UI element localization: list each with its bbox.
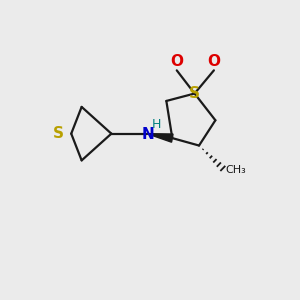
Text: O: O xyxy=(170,54,183,69)
Polygon shape xyxy=(147,134,173,142)
Text: H: H xyxy=(152,118,161,130)
Text: CH₃: CH₃ xyxy=(225,165,246,175)
Text: N: N xyxy=(141,127,154,142)
Text: O: O xyxy=(207,54,220,69)
Text: S: S xyxy=(53,126,64,141)
Text: S: S xyxy=(189,86,200,101)
